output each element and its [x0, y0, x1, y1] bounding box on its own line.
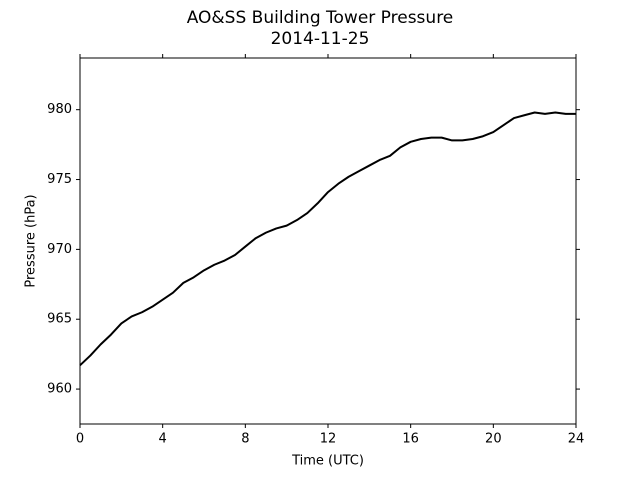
- x-tick-label: 24: [568, 432, 585, 447]
- y-tick-label: 965: [47, 312, 72, 327]
- y-tick-label: 960: [47, 382, 72, 397]
- x-tick-label: 20: [485, 432, 502, 447]
- x-axis-label: Time (UTC): [291, 454, 364, 469]
- chart-title: AO&SS Building Tower Pressure: [187, 8, 454, 28]
- plot-frame: [79, 57, 577, 425]
- x-tick-label: 16: [402, 432, 419, 447]
- y-tick-label: 980: [47, 102, 72, 117]
- x-tick-label: 4: [159, 432, 167, 447]
- x-tick-label: 12: [320, 432, 337, 447]
- y-tick-label: 970: [47, 242, 72, 257]
- y-tick-label: 975: [47, 172, 72, 187]
- data-line: [79, 111, 576, 367]
- x-tick-label: 8: [241, 432, 249, 447]
- x-tick-label: 0: [76, 432, 84, 447]
- y-axis-label: Pressure (hPa): [24, 194, 39, 287]
- chart-subtitle: 2014-11-25: [271, 29, 370, 49]
